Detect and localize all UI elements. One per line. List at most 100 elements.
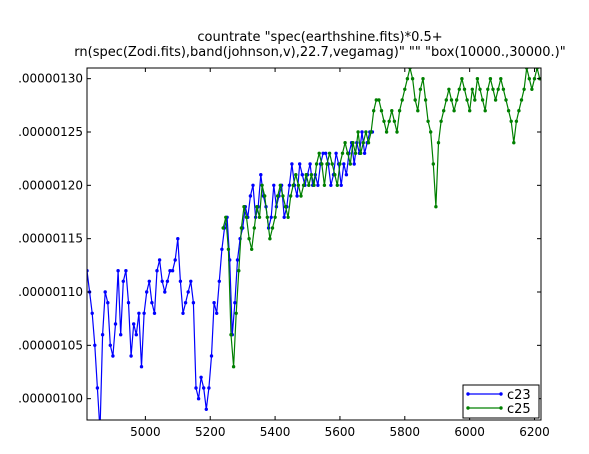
data-point-c25 [488, 77, 493, 81]
data-point-c25 [343, 141, 347, 145]
data-point-c25 [221, 226, 225, 230]
data-point-c23 [334, 151, 338, 155]
data-point-c25 [276, 194, 280, 198]
x-tick-label: 5800 [390, 425, 421, 439]
data-point-c23 [212, 301, 216, 305]
data-point-c23 [98, 429, 101, 432]
data-point-c25 [242, 205, 246, 209]
data-point-c23 [150, 301, 154, 305]
data-point-c23 [269, 215, 273, 219]
data-point-c23 [342, 162, 346, 166]
data-point-c25 [369, 130, 373, 134]
data-point-c25 [449, 98, 454, 102]
data-point-c25 [397, 109, 402, 113]
data-point-c25 [457, 87, 461, 92]
data-point-c25 [314, 162, 319, 166]
legend-marker-c25 [466, 406, 470, 410]
data-point-c23 [209, 354, 214, 358]
data-point-c25 [330, 162, 334, 166]
data-point-c25 [418, 87, 423, 92]
data-point-c25 [379, 109, 384, 113]
data-point-c25 [517, 109, 521, 113]
data-point-c25 [307, 183, 311, 187]
data-point-c23 [129, 354, 133, 358]
data-point-c25 [226, 247, 231, 251]
data-point-c25 [416, 109, 420, 113]
data-point-c25 [506, 109, 511, 113]
data-point-c23 [272, 183, 276, 187]
data-point-c25 [257, 215, 262, 219]
data-point-c25 [387, 119, 391, 124]
data-point-c23 [116, 269, 120, 273]
data-point-c25 [395, 130, 399, 134]
data-point-c25 [405, 77, 410, 81]
data-point-c25 [237, 269, 241, 273]
data-point-c23 [100, 333, 105, 337]
x-tick-label: 6200 [519, 425, 550, 439]
data-point-c23 [139, 365, 144, 369]
data-point-c25 [250, 247, 254, 251]
data-point-c25 [234, 311, 238, 315]
data-point-c25 [247, 237, 251, 241]
data-point-c25 [229, 333, 233, 337]
data-point-c25 [320, 162, 324, 166]
data-point-c23 [160, 279, 164, 283]
legend-marker-c23 [499, 392, 503, 396]
data-point-c23 [134, 333, 138, 337]
data-point-c23 [181, 311, 185, 315]
data-point-c23 [186, 290, 190, 294]
data-point-c23 [196, 397, 201, 401]
data-point-c23 [191, 301, 196, 305]
data-point-c23 [360, 130, 364, 134]
data-point-c25 [522, 87, 526, 92]
data-point-c25 [289, 194, 293, 198]
data-point-c25 [426, 119, 430, 124]
plot-series-group [87, 68, 541, 432]
data-point-c25 [413, 98, 417, 102]
data-point-c25 [475, 77, 480, 81]
y-tick-label: .00000115 [18, 232, 83, 246]
data-point-c25 [478, 87, 482, 92]
data-point-c25 [493, 98, 498, 102]
data-point-c23 [119, 333, 123, 337]
data-point-c25 [322, 183, 327, 187]
legend-label-c25: c25 [507, 402, 531, 417]
data-point-c23 [282, 215, 286, 219]
x-tick-label: 5000 [130, 425, 161, 439]
data-point-c25 [281, 194, 285, 198]
data-point-c25 [465, 98, 469, 102]
data-point-c23 [113, 322, 118, 326]
data-point-c23 [215, 311, 219, 315]
x-tick-label: 6000 [454, 425, 485, 439]
data-point-c25 [514, 119, 519, 124]
data-point-c25 [468, 109, 472, 113]
data-point-c23 [170, 269, 175, 273]
data-point-c25 [429, 130, 433, 134]
data-point-c23 [189, 279, 193, 283]
data-point-c23 [220, 247, 224, 251]
series-line-c25 [222, 68, 541, 367]
data-point-c23 [168, 269, 172, 273]
data-point-c23 [204, 407, 208, 411]
data-point-c25 [431, 162, 435, 166]
data-point-c23 [235, 258, 240, 262]
data-point-c25 [403, 87, 407, 92]
plot-frame [86, 67, 542, 421]
legend-marker-c23 [466, 392, 470, 396]
data-point-c25 [361, 141, 365, 145]
data-point-c23 [183, 301, 188, 305]
data-point-c25 [436, 141, 441, 145]
data-point-c23 [321, 151, 325, 155]
data-point-c23 [165, 279, 170, 283]
data-point-c25 [372, 109, 376, 113]
data-point-c25 [421, 77, 425, 81]
x-tick-label: 5200 [195, 425, 226, 439]
data-point-c23 [287, 183, 292, 187]
data-point-c23 [155, 269, 159, 273]
data-point-c23 [352, 162, 356, 166]
data-point-c25 [423, 98, 428, 102]
data-point-c25 [519, 98, 524, 102]
data-point-c23 [111, 354, 115, 358]
data-point-c25 [452, 109, 456, 113]
